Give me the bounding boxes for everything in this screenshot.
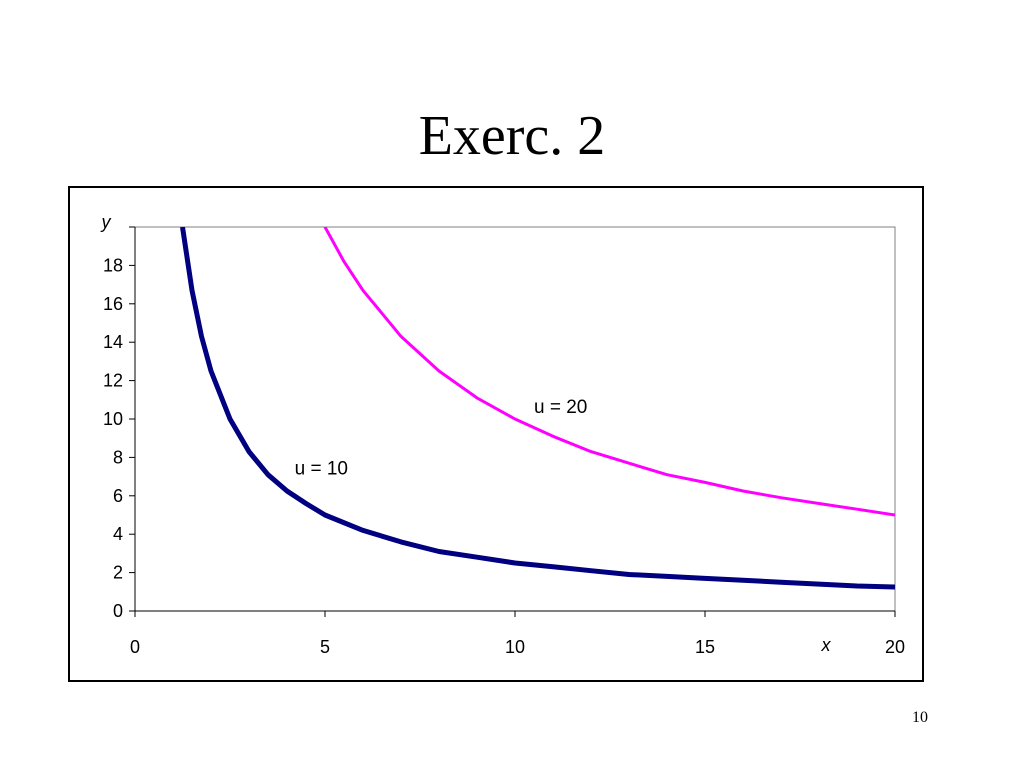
y-tick-label: 8 [113,447,123,467]
series-line-2 [323,227,895,517]
series-line-1 [180,227,895,590]
x-tick-label: 15 [695,637,715,657]
y-tick-label: 4 [113,524,123,544]
x-tick-label: 20 [885,637,905,657]
y-tick-label: 14 [103,332,123,352]
x-axis-title: x [821,635,832,655]
y-tick-label: 16 [103,294,123,314]
y-tick-label: 2 [113,563,123,583]
slide-title: Exerc. 2 [418,105,606,167]
x-tick-label: 5 [320,637,330,657]
x-tick-label: 0 [130,637,140,657]
y-tick-label: 10 [103,409,123,429]
chart: 0 2 4 6 8 10 12 14 16 18 0 5 10 15 20 x y u = 10 u = 20 [100,212,906,657]
y-tick-label: 18 [103,255,123,275]
y-tick-label: 6 [113,486,123,506]
y-axis-title: y [100,212,112,232]
chart-frame: 0 2 4 6 8 10 12 14 16 18 0 5 10 15 20 x y u = 10 u = 20 [68,186,924,682]
y-tick-label: 0 [113,601,123,621]
page-number: 10 [912,709,928,726]
x-tick-label: 10 [505,637,525,657]
annotation-label-2: u = 20 [534,397,587,418]
y-tick-label: 12 [103,371,123,391]
annotation-label-1: u = 10 [295,459,348,480]
